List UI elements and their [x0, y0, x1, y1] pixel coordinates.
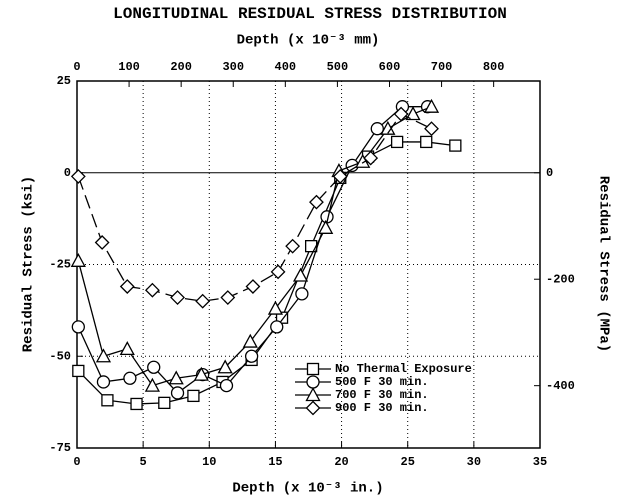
x-tick-label: 10 — [202, 455, 216, 469]
x2-tick-label: 200 — [170, 60, 192, 74]
marker — [158, 396, 171, 410]
marker — [270, 264, 286, 280]
marker — [119, 341, 135, 356]
plot-frame — [76, 80, 541, 449]
marker — [95, 348, 112, 363]
marker — [170, 290, 185, 305]
marker — [70, 169, 86, 184]
y-tick-label: -75 — [49, 441, 71, 455]
marker — [71, 320, 85, 334]
marker — [193, 366, 209, 381]
marker — [144, 377, 160, 392]
marker — [285, 238, 301, 254]
marker — [72, 364, 85, 378]
marker — [309, 194, 324, 210]
marker — [332, 169, 348, 184]
marker — [96, 375, 111, 389]
marker — [244, 349, 259, 363]
legend-marker — [305, 387, 321, 402]
marker — [304, 239, 318, 253]
marker — [219, 378, 234, 393]
marker — [267, 300, 284, 315]
legend-marker — [306, 362, 320, 376]
x-tick-label: 0 — [73, 455, 80, 469]
y-tick-label: 0 — [64, 166, 71, 180]
x-tick-label: 20 — [334, 455, 348, 469]
x2-tick-label: 700 — [431, 60, 453, 74]
marker — [292, 267, 309, 282]
x2-tick-label: 0 — [73, 60, 80, 74]
x-tick-label: 25 — [401, 455, 415, 469]
legend-label: 900 F 30 min. — [335, 401, 429, 415]
y-axis-title: Residual Stress (ksi) — [21, 176, 37, 352]
marker — [187, 389, 200, 403]
x2-tick-label: 500 — [327, 60, 349, 74]
marker — [195, 293, 211, 309]
x-axis-title: Depth (x 10⁻³ in.) — [232, 481, 383, 497]
marker — [119, 279, 135, 294]
marker — [270, 320, 284, 334]
x2-axis-title: Depth (x 10⁻³ mm) — [237, 33, 380, 49]
legend-label: No Thermal Exposure — [335, 362, 472, 376]
y-tick-label: -50 — [49, 349, 71, 363]
marker — [420, 135, 433, 149]
marker — [242, 333, 258, 348]
chart-title: LONGITUDINAL RESIDUAL STRESS DISTRIBUTIO… — [113, 5, 507, 23]
x-tick-label: 35 — [533, 455, 547, 469]
legend-marker — [306, 375, 320, 389]
marker — [370, 122, 384, 136]
x-tick-label: 30 — [467, 455, 481, 469]
marker — [94, 235, 110, 250]
x-tick-label: 5 — [140, 455, 147, 469]
x2-tick-label: 100 — [118, 60, 140, 74]
marker — [217, 359, 233, 374]
series-line — [77, 113, 432, 302]
legend-label: 500 F 30 min. — [335, 375, 429, 389]
y-tick-label: -25 — [49, 258, 71, 272]
marker — [423, 98, 440, 113]
series-line — [77, 106, 432, 387]
marker — [123, 371, 137, 385]
marker — [147, 360, 161, 374]
y2-tick-label: 0 — [546, 166, 553, 180]
marker — [449, 139, 462, 152]
x2-tick-label: 600 — [379, 60, 401, 74]
marker — [390, 135, 404, 149]
marker — [405, 106, 421, 121]
marker — [144, 282, 160, 298]
x2-tick-label: 400 — [275, 60, 297, 74]
marker — [130, 397, 143, 411]
legend-label: 700 F 30 min. — [335, 388, 429, 402]
marker — [245, 279, 261, 294]
marker — [393, 106, 409, 122]
x2-tick-label: 800 — [483, 60, 505, 74]
marker — [424, 121, 439, 137]
marker — [295, 287, 309, 301]
legend-marker — [305, 400, 321, 416]
marker — [170, 386, 185, 400]
marker — [101, 394, 114, 407]
x2-tick-label: 300 — [222, 60, 244, 74]
x-tick-label: 15 — [268, 455, 282, 469]
marker — [220, 290, 236, 305]
marker — [168, 370, 184, 385]
y2-tick-label: -400 — [546, 379, 575, 393]
marker — [318, 219, 334, 234]
y-tick-label: 25 — [57, 74, 71, 88]
marker — [363, 150, 379, 166]
y2-tick-label: -200 — [546, 272, 575, 286]
y2-axis-title: Residual Stress (MPa) — [595, 176, 611, 352]
marker — [70, 252, 86, 267]
